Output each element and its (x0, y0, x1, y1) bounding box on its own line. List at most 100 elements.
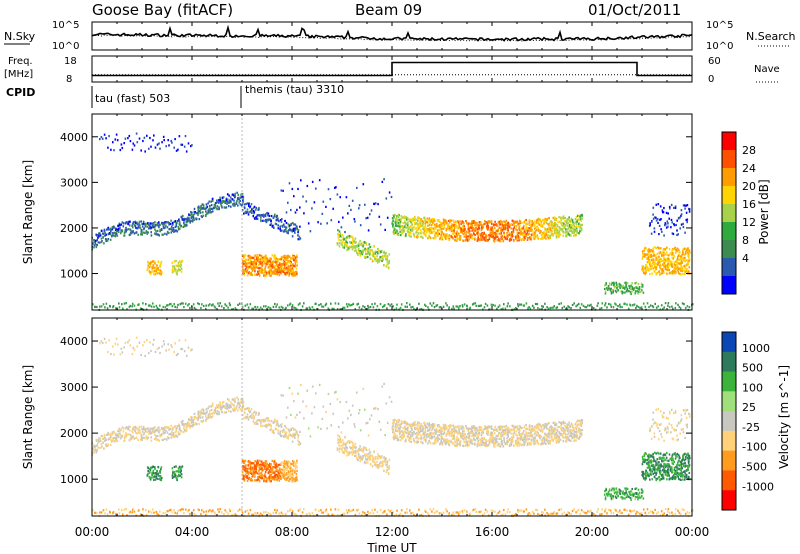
power-cell (248, 204, 250, 208)
power-cell (515, 225, 518, 228)
power-cell (405, 222, 407, 226)
power-cell (229, 196, 232, 199)
power-cell (666, 246, 668, 249)
power-cell (114, 235, 117, 238)
power-cell (541, 219, 544, 222)
velocity-cell (209, 416, 211, 419)
power-cell (147, 231, 149, 234)
velocity-cell (256, 419, 259, 422)
power-cell (422, 221, 424, 224)
power-cell (480, 304, 482, 307)
power-cell (346, 236, 348, 239)
power-cell (503, 225, 505, 228)
power-cell (608, 283, 611, 286)
velocity-cell (152, 465, 155, 468)
power-cell (584, 305, 586, 309)
power-cell (465, 220, 467, 223)
power-cell (420, 219, 423, 222)
power-cell (129, 228, 132, 231)
power-cell (399, 230, 401, 233)
power-cell (576, 214, 579, 218)
power-cell (575, 216, 578, 219)
power-cell (530, 220, 533, 223)
power-cell (461, 231, 464, 235)
power-cell (462, 232, 465, 236)
power-cell (178, 260, 181, 263)
power-cell (201, 303, 203, 306)
power-cell (489, 228, 492, 231)
power-cell (374, 252, 377, 255)
power-cell (488, 236, 491, 239)
velocity-cell (119, 437, 122, 440)
power-cell (511, 219, 514, 222)
velocity-cell (114, 432, 117, 435)
velocity-cell (268, 423, 270, 426)
power-cell (254, 217, 256, 220)
power-cell (573, 227, 575, 230)
power-cell (682, 268, 684, 271)
velocity-cell (274, 461, 277, 465)
power-cell (183, 145, 186, 148)
velocity-cell (168, 427, 170, 430)
power-cell (102, 235, 104, 238)
velocity-cell (265, 465, 268, 468)
power-cell (161, 228, 163, 231)
power-cell (262, 219, 264, 222)
power-cell (682, 253, 684, 256)
velocity-cell (269, 462, 271, 465)
power-cell (620, 290, 622, 293)
power-cell (358, 242, 360, 245)
power-cell (261, 258, 264, 261)
power-cell (353, 218, 356, 221)
power-cell (197, 212, 200, 215)
power-cell (506, 238, 508, 241)
power-cell (269, 265, 272, 268)
power-cell (291, 254, 294, 257)
power-cell (528, 221, 531, 224)
power-cell (98, 233, 101, 236)
power-cell (475, 221, 477, 225)
power-cell (418, 222, 421, 225)
power-cell (286, 256, 288, 259)
power-cell (290, 271, 293, 274)
power-cell (270, 257, 272, 260)
power-cell (429, 231, 431, 234)
power-cell (652, 263, 655, 266)
power-cell (565, 234, 568, 237)
power-cell (631, 287, 634, 290)
velocity-cell (114, 439, 117, 442)
velocity-cell (243, 417, 245, 420)
power-cell (119, 148, 122, 152)
velocity-cell (193, 415, 196, 418)
power-cell (260, 216, 262, 219)
power-cell (664, 248, 667, 251)
power-cell (197, 302, 199, 305)
velocity-cell (238, 406, 240, 409)
velocity-cell (243, 474, 245, 477)
velocity-cell (105, 433, 108, 436)
power-cell (234, 196, 236, 199)
power-cell (346, 245, 348, 248)
power-cell (360, 243, 363, 246)
power-cell (170, 139, 172, 143)
power-cell (450, 226, 453, 229)
power-cell (117, 230, 120, 233)
power-cell (658, 247, 660, 250)
power-cell (245, 263, 248, 266)
power-cell (241, 259, 244, 262)
power-cell (679, 307, 682, 310)
power-cell (214, 205, 217, 208)
power-cell (629, 304, 632, 307)
velocity-cell (129, 433, 132, 436)
power-cell (118, 223, 121, 226)
velocity-cell (284, 478, 287, 482)
power-cell (473, 220, 475, 223)
power-cell (193, 306, 196, 309)
power-cell (565, 308, 567, 311)
velocity-cell (264, 461, 267, 465)
power-cell (511, 231, 513, 234)
power-cell (243, 273, 246, 277)
power-cell (377, 203, 379, 206)
power-cell (394, 228, 396, 231)
power-cell (688, 210, 691, 213)
